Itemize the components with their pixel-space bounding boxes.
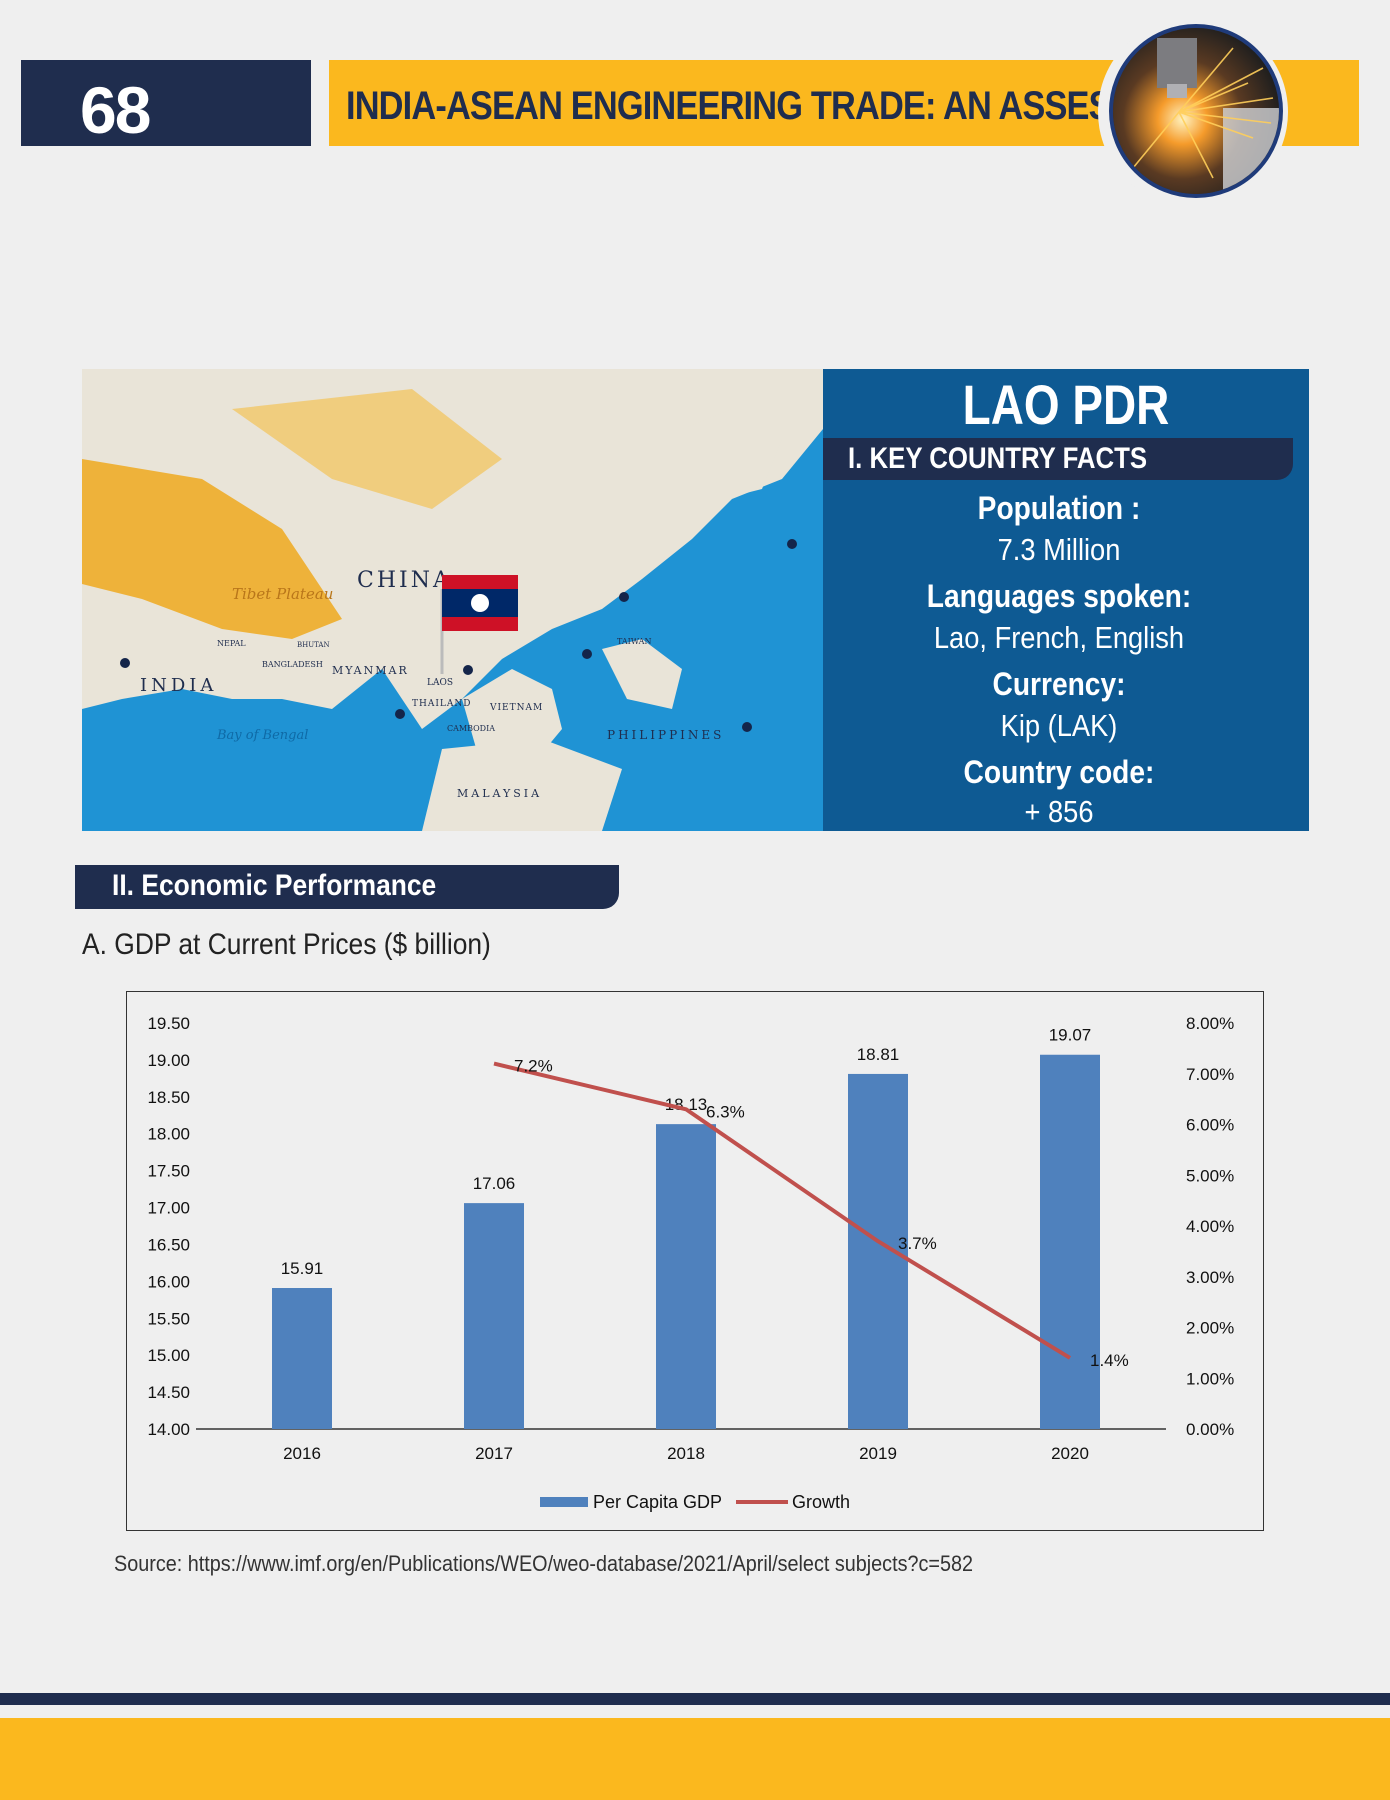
y-tick-label: 19.00 [147, 1051, 190, 1070]
y-tick-label: 16.00 [147, 1272, 190, 1291]
y2-tick-label: 3.00% [1186, 1268, 1234, 1287]
y2-tick-label: 8.00% [1186, 1014, 1234, 1033]
map-label-philippines: PHILIPPINES [607, 728, 724, 742]
x-tick-label: 2017 [475, 1444, 513, 1463]
growth-label-2019: 3.7% [898, 1234, 937, 1253]
chart-frame [126, 991, 1264, 1531]
fact-label-currency: Currency: [992, 666, 1126, 702]
map-label-bay-of-bengal: Bay of Bengal [216, 728, 308, 743]
fact-label-languages: Languages spoken: [926, 578, 1192, 614]
map-label-vietnam: VIETNAM [489, 703, 543, 713]
page-number: 68 [80, 73, 151, 147]
map-label-laos: LAOS [427, 678, 453, 688]
map-label-bangladesh: BANGLADESH [262, 660, 323, 669]
page-number-box [21, 60, 311, 146]
x-tick-label: 2020 [1051, 1444, 1089, 1463]
y-tick-label: 14.50 [147, 1383, 190, 1402]
legend-label-per-capita-gdp: Per Capita GDP [593, 1492, 722, 1512]
map-label-china: CHINA [357, 568, 452, 593]
bar-2018 [656, 1124, 716, 1429]
bar-2020 [1040, 1054, 1100, 1429]
bar-label-2017: 17.06 [473, 1174, 516, 1193]
welding-sparks-image [1109, 24, 1283, 198]
fact-value-population: 7.3 Million [997, 532, 1121, 567]
fact-label-country-code: Country code: [963, 754, 1155, 790]
y2-tick-label: 4.00% [1186, 1217, 1234, 1236]
y2-tick-label: 7.00% [1186, 1065, 1234, 1084]
legend-swatch-per-capita-gdp [540, 1497, 588, 1507]
country-name: LAO PDR [962, 373, 1170, 436]
bar-label-2016: 15.91 [281, 1259, 324, 1278]
page-title: INDIA-ASEAN ENGINEERING TRADE: AN ASSESS… [346, 84, 1228, 128]
y2-tick-label: 0.00% [1186, 1420, 1234, 1439]
map-label-india: INDIA [140, 675, 217, 696]
growth-label-2018: 6.3% [706, 1102, 745, 1121]
y-tick-label: 16.50 [147, 1235, 190, 1254]
map-label-myanmar: MYANMAR [332, 664, 409, 677]
x-tick-label: 2019 [859, 1444, 897, 1463]
y-tick-label: 18.50 [147, 1088, 190, 1107]
bar-2016 [272, 1288, 332, 1429]
map-label-malaysia: MALAYSIA [457, 787, 542, 800]
bar-2017 [464, 1203, 524, 1429]
map-label-bhutan: BHUTAN [297, 641, 330, 649]
map-label-thailand: THAILAND [412, 699, 471, 709]
x-tick-label: 2018 [667, 1444, 705, 1463]
fact-value-currency: Kip (LAK) [1000, 708, 1118, 743]
fact-label-population: Population : [977, 490, 1141, 526]
key-facts-tab [823, 438, 1293, 480]
y-tick-label: 18.00 [147, 1125, 190, 1144]
y2-tick-label: 2.00% [1186, 1319, 1234, 1338]
growth-line [493, 1061, 1072, 1360]
laos-flag-pin [440, 575, 518, 674]
y2-tick-label: 6.00% [1186, 1116, 1234, 1135]
economic-performance-heading: II. Economic Performance [112, 869, 437, 902]
map-label-taiwan: TAIWAN [617, 637, 651, 646]
y-tick-label: 19.50 [147, 1014, 190, 1033]
map-city-stars [120, 539, 797, 732]
fact-value-languages: Lao, French, English [933, 620, 1185, 655]
y2-tick-label: 5.00% [1186, 1166, 1234, 1185]
economic-performance-tab [75, 865, 619, 909]
y-tick-label: 15.50 [147, 1309, 190, 1328]
footer-band [0, 1718, 1390, 1800]
y-tick-label: 17.50 [147, 1162, 190, 1181]
y2-tick-label: 1.00% [1186, 1369, 1234, 1388]
bar-label-2020: 19.07 [1049, 1026, 1092, 1045]
map-label-nepal: NEPAL [217, 639, 246, 648]
x-tick-label: 2016 [283, 1444, 321, 1463]
gdp-chart-heading: A. GDP at Current Prices ($ billion) [82, 928, 491, 961]
bar-label-2019: 18.81 [857, 1045, 900, 1064]
source-note: Source: https://www.imf.org/en/Publicati… [114, 1551, 973, 1576]
map-label-tibet: Tibet Plateau [232, 585, 333, 603]
map-label-cambodia: CAMBODIA [447, 724, 495, 733]
y-tick-label: 17.00 [147, 1199, 190, 1218]
legend-label-growth: Growth [792, 1492, 850, 1512]
key-facts-heading: I. KEY COUNTRY FACTS [848, 442, 1148, 475]
asia-map-image: CHINA INDIA MYANMAR LAOS THAILAND VIETNA… [82, 369, 823, 831]
y-tick-label: 14.00 [147, 1420, 190, 1439]
growth-label-2017: 7.2% [514, 1057, 553, 1076]
bar-label-2018: 18.13 [665, 1095, 708, 1114]
growth-label-2020: 1.4% [1090, 1351, 1129, 1370]
fact-value-country-code: + 856 [1024, 794, 1094, 829]
gdp-chart: 14.00 14.50 15.00 15.50 16.00 16.50 17.00 17.50… [147, 1014, 1234, 1512]
footer-line [0, 1693, 1390, 1705]
y-tick-label: 15.00 [147, 1346, 190, 1365]
